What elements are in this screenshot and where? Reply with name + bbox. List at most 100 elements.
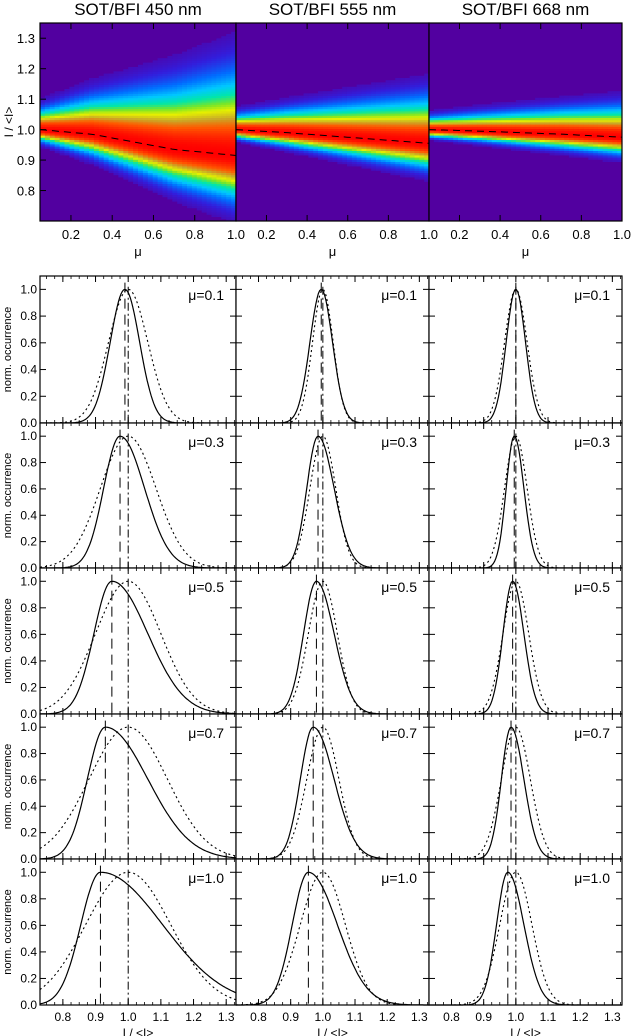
heatmap-cell — [89, 119, 95, 123]
heatmap-cell — [245, 122, 251, 125]
heatmap-cell — [337, 146, 343, 149]
histogram-frame — [428, 422, 623, 569]
heatmap-cell — [332, 152, 338, 156]
heatmap-cell — [172, 155, 178, 158]
heatmap-cell — [322, 100, 329, 103]
heatmap-cell — [375, 130, 382, 134]
heatmap-cell — [559, 128, 565, 132]
heatmap-cell — [89, 80, 95, 83]
heatmap-cell — [395, 84, 401, 88]
heatmap-cell — [103, 73, 109, 77]
heatmap-cell — [177, 102, 183, 105]
heatmap-cell — [395, 122, 401, 125]
heatmap-cell — [93, 102, 100, 105]
heatmap-cell — [128, 157, 134, 160]
heatmap-cell — [255, 139, 261, 143]
heatmap-cell — [404, 95, 411, 99]
y-tick-label: 0.4 — [20, 508, 37, 522]
heatmap-cell — [211, 128, 217, 132]
heatmap-cell — [289, 139, 295, 143]
heatmap-cell — [424, 141, 430, 145]
heatmap-cell — [346, 95, 353, 99]
heatmap-cell — [607, 146, 613, 149]
heatmap-cell — [128, 124, 134, 127]
heatmap-cell — [231, 179, 237, 182]
heatmap-cell — [361, 146, 367, 149]
heatmap-cell — [221, 163, 227, 167]
heatmap-cell — [79, 115, 85, 118]
heatmap-cell — [501, 128, 507, 132]
heatmap-cell — [40, 139, 46, 143]
heatmap-cell — [486, 115, 493, 118]
heatmap-cell — [172, 60, 178, 63]
heatmap-cell — [118, 128, 124, 132]
heatmap-cell — [593, 146, 599, 149]
heatmap-cell — [147, 108, 154, 112]
heatmap-cell — [303, 95, 309, 99]
heatmap-cell — [182, 91, 188, 94]
heatmap-cell — [535, 130, 541, 134]
heatmap-cell — [612, 144, 618, 147]
heatmap-cell — [404, 106, 411, 110]
heatmap-cell — [293, 146, 300, 149]
heatmap-cell — [515, 139, 522, 143]
heatmap-cell — [123, 128, 129, 132]
heatmap-cell — [226, 51, 232, 55]
heatmap-cell — [515, 148, 522, 151]
heatmap-cell — [554, 102, 560, 105]
heatmap-cell — [79, 100, 85, 103]
heatmap-cell — [356, 124, 362, 127]
heatmap-cell — [142, 95, 149, 99]
heatmap-cell — [201, 80, 207, 83]
heatmap-cell — [103, 97, 109, 101]
heatmap-cell — [128, 170, 134, 173]
heatmap-cell — [578, 97, 584, 101]
heatmap-cell — [612, 148, 618, 151]
heatmap-cell — [337, 111, 343, 114]
heatmap-cell — [332, 126, 338, 129]
heatmap-cell — [216, 56, 222, 59]
heatmap-cell — [167, 128, 173, 132]
heatmap-cell — [588, 117, 594, 121]
heatmap-cell — [544, 137, 551, 140]
heatmap-cell — [118, 124, 124, 127]
heatmap-cell — [152, 69, 158, 72]
heatmap-cell — [157, 93, 163, 96]
heatmap-cell — [231, 148, 237, 151]
heatmap-cell — [593, 141, 599, 145]
heatmap-cell — [419, 137, 425, 140]
heatmap-cell — [400, 122, 406, 125]
heatmap-cell — [167, 115, 173, 118]
heatmap-cell — [453, 139, 459, 143]
heatmap-cell — [573, 102, 579, 105]
heatmap-cell — [152, 166, 158, 169]
heatmap-cell — [303, 130, 309, 134]
heatmap-cell — [539, 100, 546, 103]
heatmap-cell — [54, 119, 60, 123]
heatmap-cell — [385, 144, 391, 147]
heatmap-cell — [404, 152, 411, 156]
heatmap-cell — [361, 133, 367, 136]
heatmap-cell — [409, 119, 415, 123]
heatmap-cell — [250, 126, 256, 129]
heatmap-cell — [162, 183, 168, 187]
heatmap-cell — [177, 60, 183, 63]
heatmap-cell — [177, 159, 183, 162]
heatmap-cell — [539, 117, 546, 121]
heatmap-cell — [607, 97, 613, 101]
heatmap-cell — [322, 144, 329, 147]
heatmap-cell — [221, 100, 227, 103]
heatmap-cell — [177, 126, 183, 129]
heatmap-cell — [128, 159, 134, 162]
heatmap-cell — [390, 111, 396, 114]
heatmap-cell — [103, 106, 109, 110]
heatmap-cell — [231, 192, 237, 195]
heatmap-cell — [274, 144, 280, 147]
heatmap-cell — [221, 199, 227, 202]
heatmap-cell — [196, 128, 203, 132]
heatmap-cell — [206, 97, 212, 101]
heatmap-cell — [424, 111, 430, 114]
heatmap-cell — [59, 128, 65, 132]
heatmap-cell — [191, 196, 198, 200]
heatmap-cell — [515, 119, 522, 123]
